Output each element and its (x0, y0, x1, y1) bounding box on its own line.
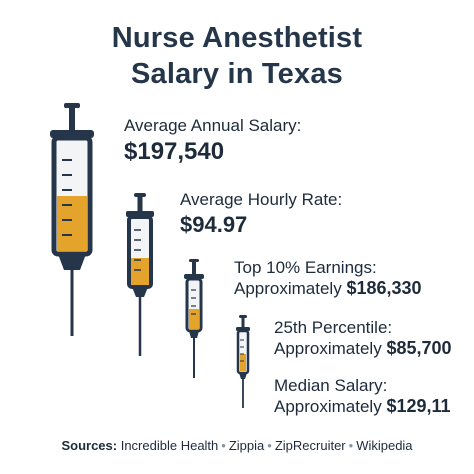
stat-value: $85,700 (386, 338, 452, 358)
source-item: Zippia (228, 438, 265, 453)
stat-top-10-percent-earnings: Top 10% Earnings: Approximately $186,330 (234, 258, 422, 299)
stat-value: $186,330 (346, 278, 422, 298)
sources-label: Sources: (61, 438, 118, 453)
sources-footer: Sources: Incredible Health • Zippia • ZipRec… (0, 438, 474, 453)
syringe-icon-2 (126, 193, 154, 356)
source-separator: • (267, 438, 272, 453)
stat-label: Average Annual Salary: (124, 116, 302, 135)
stat-label: Median Salary: (274, 376, 388, 395)
stat-value: $129,11 (386, 396, 451, 416)
stat-value: $197,540 (124, 138, 225, 165)
source-item: Wikipedia (356, 438, 413, 453)
stat-prefix: Approximately (234, 279, 342, 298)
stat-prefix: Approximately (274, 397, 382, 416)
stat-prefix: Approximately (274, 339, 382, 358)
page-title-line2: Salary in Texas (130, 58, 344, 90)
syringe-icon-1 (50, 103, 94, 336)
source-item: ZipRecruiter (274, 438, 346, 453)
source-separator: • (348, 438, 354, 453)
syringe-icon-3 (184, 259, 204, 378)
page-title-line1: Nurse Anesthetist (111, 22, 363, 54)
source-separator: • (221, 438, 226, 453)
stat-average-annual-salary: Average Annual Salary: $197,540 (124, 116, 301, 166)
stat-median-salary: Median Salary: Approximately $129,11 (274, 376, 451, 417)
source-item: Incredible Health (120, 438, 219, 453)
stat-label: Average Hourly Rate: (180, 190, 343, 209)
stat-value: $94.97 (180, 212, 248, 237)
stat-label: 25th Percentile: (274, 318, 393, 337)
stat-average-hourly-rate: Average Hourly Rate: $94.97 (180, 190, 342, 238)
stat-label: Top 10% Earnings: (234, 258, 377, 277)
syringe-icon-4 (236, 315, 250, 408)
stat-25th-percentile: 25th Percentile: Approximately $85,700 (274, 318, 452, 359)
